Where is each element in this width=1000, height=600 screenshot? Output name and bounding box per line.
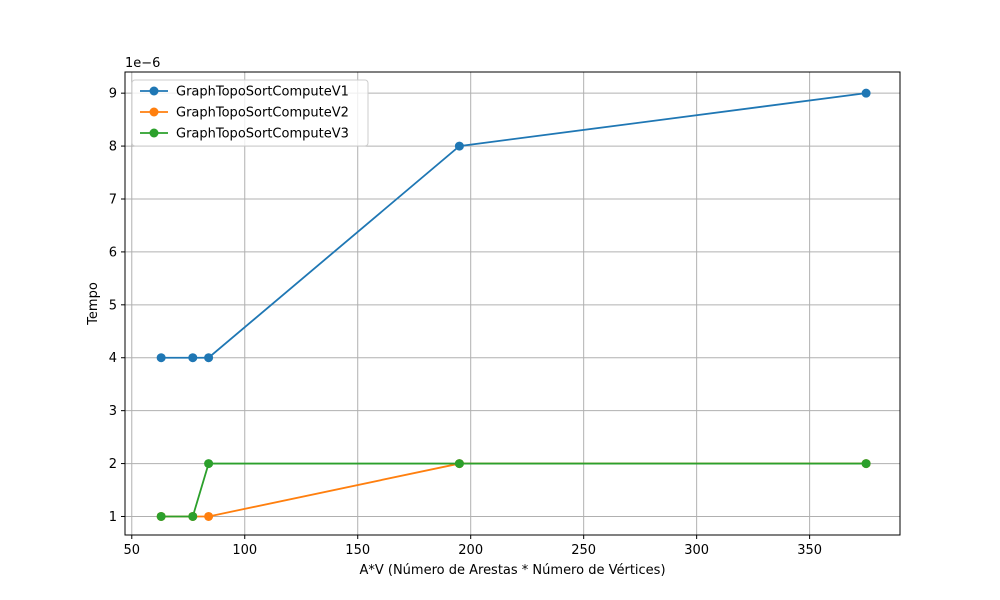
- legend-marker: [149, 107, 159, 117]
- x-tick-label: 150: [345, 543, 370, 558]
- y-tick-label: 8: [109, 140, 117, 155]
- y-axis-label: Tempo: [86, 282, 101, 326]
- data-point: [204, 511, 214, 521]
- legend: GraphTopoSortComputeV1 GraphTopoSortCompu…: [131, 79, 369, 147]
- series-layer: [156, 88, 871, 521]
- x-axis-label: A*V (Número de Arestas * Número de Vérti…: [359, 563, 665, 578]
- y-tick-label: 2: [109, 457, 117, 472]
- data-point: [454, 459, 464, 469]
- x-tick-label: 300: [684, 543, 709, 558]
- data-point: [188, 511, 198, 521]
- legend-label: GraphTopoSortComputeV1: [176, 85, 349, 100]
- legend-box: [131, 79, 369, 147]
- plot-frame: [124, 71, 901, 536]
- data-point: [454, 141, 464, 151]
- y-offset-label: 1e−6: [125, 56, 160, 71]
- data-point: [156, 353, 166, 363]
- y-tick-label: 5: [109, 298, 117, 313]
- legend-marker: [149, 128, 159, 138]
- y-tick-label: 9: [109, 87, 117, 102]
- x-tick-label: 350: [797, 543, 822, 558]
- y-tick-label: 1: [109, 510, 117, 525]
- data-point: [861, 88, 871, 98]
- data-point: [204, 459, 214, 469]
- data-point: [188, 353, 198, 363]
- y-tick-label: 6: [109, 245, 117, 260]
- x-tick-label: 200: [458, 543, 483, 558]
- x-tick-label: 50: [124, 543, 141, 558]
- x-tick-label: 250: [571, 543, 596, 558]
- y-tick-label: 4: [109, 351, 117, 366]
- legend-label: GraphTopoSortComputeV3: [176, 127, 349, 142]
- ticks: 50 100 150 200 250 300 350 1 2 3 4 5 6 7 8 9: [109, 87, 822, 558]
- y-tick-label: 3: [109, 404, 117, 419]
- x-tick-label: 100: [232, 543, 257, 558]
- legend-label: GraphTopoSortComputeV2: [176, 106, 349, 121]
- data-point: [861, 459, 871, 469]
- legend-marker: [149, 86, 159, 96]
- y-tick-label: 7: [109, 192, 117, 207]
- data-point: [204, 353, 214, 363]
- data-point: [156, 511, 166, 521]
